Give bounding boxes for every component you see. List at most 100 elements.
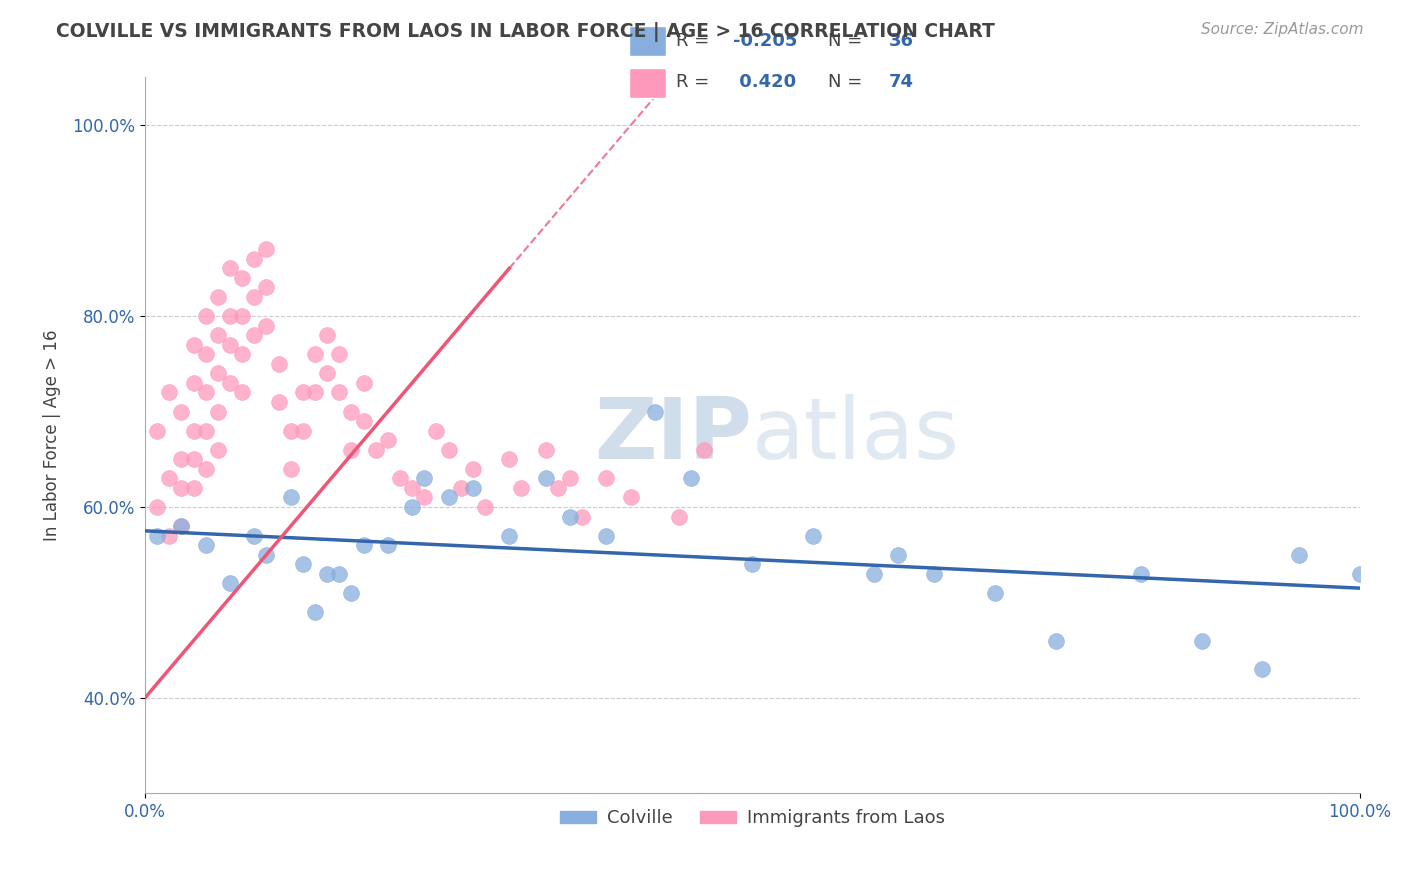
Point bbox=[377, 538, 399, 552]
Point bbox=[280, 424, 302, 438]
Point bbox=[183, 452, 205, 467]
FancyBboxPatch shape bbox=[628, 68, 666, 98]
Point bbox=[413, 471, 436, 485]
Point bbox=[280, 491, 302, 505]
FancyBboxPatch shape bbox=[628, 26, 666, 56]
Point bbox=[984, 586, 1007, 600]
Point bbox=[401, 481, 423, 495]
Point bbox=[558, 471, 581, 485]
Point bbox=[194, 538, 217, 552]
Point bbox=[170, 452, 193, 467]
Point bbox=[353, 376, 375, 390]
Point bbox=[328, 566, 350, 581]
Point bbox=[461, 462, 484, 476]
Point bbox=[1348, 566, 1371, 581]
Point bbox=[547, 481, 569, 495]
Point bbox=[291, 385, 314, 400]
Point bbox=[668, 509, 690, 524]
Point bbox=[862, 566, 884, 581]
Point bbox=[194, 347, 217, 361]
Point bbox=[437, 491, 460, 505]
Point bbox=[425, 424, 447, 438]
Text: ZIP: ZIP bbox=[595, 394, 752, 477]
Point bbox=[183, 481, 205, 495]
Text: 36: 36 bbox=[889, 32, 914, 50]
Point bbox=[291, 424, 314, 438]
Text: Source: ZipAtlas.com: Source: ZipAtlas.com bbox=[1201, 22, 1364, 37]
Text: 0.420: 0.420 bbox=[734, 73, 796, 91]
Point bbox=[170, 519, 193, 533]
Point bbox=[595, 471, 617, 485]
Point bbox=[219, 337, 242, 351]
Point bbox=[231, 271, 253, 285]
Point bbox=[364, 442, 387, 457]
Point bbox=[887, 548, 910, 562]
Point bbox=[644, 404, 666, 418]
Point bbox=[254, 280, 277, 294]
Point bbox=[207, 404, 229, 418]
Point bbox=[316, 367, 339, 381]
Point bbox=[534, 442, 557, 457]
Point bbox=[183, 337, 205, 351]
Point bbox=[1045, 633, 1067, 648]
Point bbox=[194, 385, 217, 400]
Point bbox=[571, 509, 593, 524]
Point bbox=[194, 309, 217, 323]
Point bbox=[681, 471, 703, 485]
Point bbox=[207, 367, 229, 381]
Point bbox=[183, 424, 205, 438]
Text: N =: N = bbox=[828, 32, 868, 50]
Text: N =: N = bbox=[828, 73, 868, 91]
Point bbox=[243, 290, 266, 304]
Point bbox=[194, 424, 217, 438]
Point bbox=[207, 442, 229, 457]
Point bbox=[291, 558, 314, 572]
Point bbox=[328, 347, 350, 361]
Point bbox=[474, 500, 496, 514]
Point bbox=[510, 481, 533, 495]
Y-axis label: In Labor Force | Age > 16: In Labor Force | Age > 16 bbox=[44, 330, 60, 541]
Point bbox=[183, 376, 205, 390]
Point bbox=[207, 290, 229, 304]
Point bbox=[534, 471, 557, 485]
Point bbox=[620, 491, 643, 505]
Point bbox=[498, 452, 520, 467]
Point bbox=[304, 347, 326, 361]
Point bbox=[413, 491, 436, 505]
Point bbox=[231, 385, 253, 400]
Point bbox=[461, 481, 484, 495]
Point bbox=[316, 328, 339, 343]
Text: atlas: atlas bbox=[752, 394, 960, 477]
Point bbox=[219, 261, 242, 276]
Point bbox=[231, 347, 253, 361]
Point bbox=[254, 242, 277, 256]
Point bbox=[254, 548, 277, 562]
Point bbox=[207, 328, 229, 343]
Text: R =: R = bbox=[676, 73, 716, 91]
Point bbox=[304, 385, 326, 400]
Point bbox=[146, 500, 169, 514]
Text: R =: R = bbox=[676, 32, 716, 50]
Point bbox=[157, 385, 180, 400]
Point bbox=[353, 538, 375, 552]
Point bbox=[377, 433, 399, 447]
Point bbox=[194, 462, 217, 476]
Point bbox=[558, 509, 581, 524]
Text: COLVILLE VS IMMIGRANTS FROM LAOS IN LABOR FORCE | AGE > 16 CORRELATION CHART: COLVILLE VS IMMIGRANTS FROM LAOS IN LABO… bbox=[56, 22, 995, 42]
Point bbox=[231, 309, 253, 323]
Point bbox=[1191, 633, 1213, 648]
Point bbox=[243, 528, 266, 542]
Text: -0.205: -0.205 bbox=[734, 32, 797, 50]
Point bbox=[353, 414, 375, 428]
Point bbox=[328, 385, 350, 400]
Point bbox=[304, 605, 326, 619]
Point bbox=[157, 471, 180, 485]
Point bbox=[340, 404, 363, 418]
Point bbox=[401, 500, 423, 514]
Point bbox=[243, 328, 266, 343]
Point bbox=[741, 558, 763, 572]
Point bbox=[243, 252, 266, 266]
Point bbox=[219, 576, 242, 591]
Point bbox=[170, 481, 193, 495]
Point bbox=[389, 471, 412, 485]
